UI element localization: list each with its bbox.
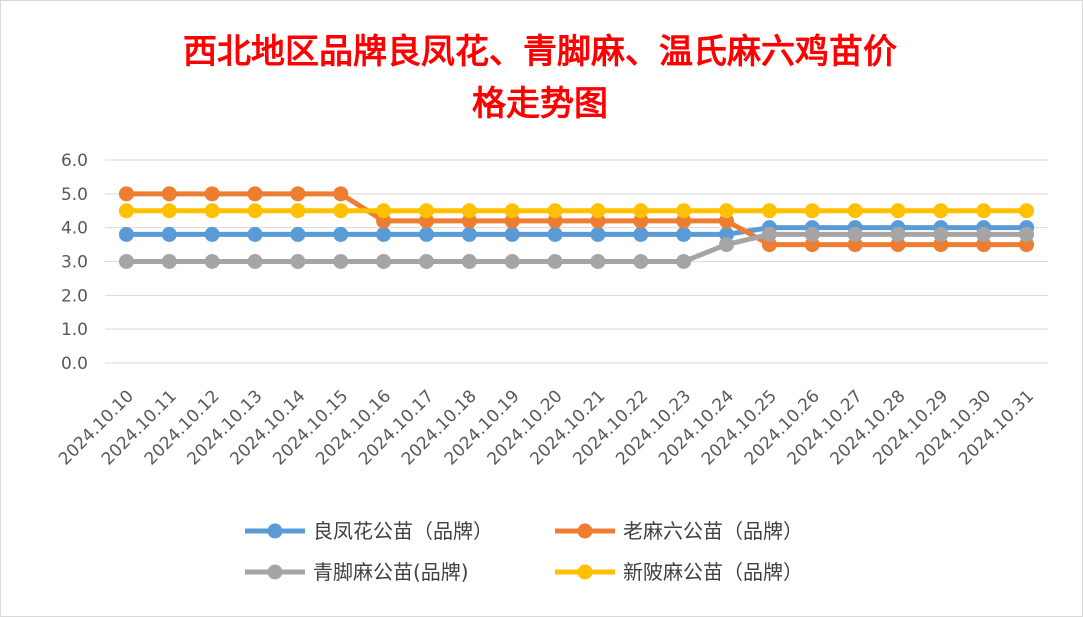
series-3: [118, 226, 1035, 269]
data-point: [290, 186, 306, 202]
data-point: [590, 226, 606, 242]
data-point: [847, 203, 863, 219]
data-point: [933, 226, 949, 242]
legend-swatch-marker: [577, 523, 593, 539]
series-2: [118, 186, 1035, 253]
legend-item: 良凤花公苗（品牌）: [245, 519, 493, 543]
series-lines: [118, 186, 1035, 269]
data-point: [590, 203, 606, 219]
data-point: [547, 203, 563, 219]
data-point: [676, 254, 692, 269]
data-point: [504, 203, 520, 219]
data-point: [633, 254, 649, 269]
data-point: [804, 203, 820, 219]
legend-swatch-marker: [267, 564, 283, 580]
data-point: [976, 203, 992, 219]
data-point: [461, 254, 477, 269]
legend-swatch-marker: [267, 523, 283, 539]
data-point: [333, 254, 349, 269]
data-point: [547, 254, 563, 269]
y-tick-label: 6.0: [61, 151, 88, 171]
data-point: [547, 226, 563, 242]
legend: 良凤花公苗（品牌） 老麻六公苗（品牌） 青脚麻公苗(品牌) 新陂麻公苗（品牌）: [245, 519, 803, 584]
data-point: [161, 226, 177, 242]
data-point: [247, 203, 263, 219]
data-point: [333, 226, 349, 242]
data-point: [247, 254, 263, 269]
data-point: [247, 186, 263, 202]
y-tick-label: 5.0: [61, 185, 88, 205]
data-point: [1019, 203, 1035, 219]
data-point: [418, 254, 434, 269]
data-point: [461, 226, 477, 242]
data-point: [204, 186, 220, 202]
data-point: [676, 226, 692, 242]
data-point: [1019, 226, 1035, 242]
legend-label: 良凤花公苗（品牌）: [313, 519, 493, 543]
data-point: [461, 203, 477, 219]
data-point: [633, 203, 649, 219]
data-point: [418, 226, 434, 242]
data-point: [719, 203, 735, 219]
data-point: [676, 203, 692, 219]
series-line: [123, 231, 1030, 264]
series-line: [123, 191, 1030, 248]
data-point: [118, 203, 134, 219]
legend-item: 青脚麻公苗(品牌): [245, 560, 469, 584]
data-point: [290, 203, 306, 219]
data-point: [118, 226, 134, 242]
legend-label: 青脚麻公苗(品牌): [313, 560, 469, 584]
chart-title: 西北地区品牌良凤花、青脚麻、温氏麻六鸡苗价 格走势图: [100, 26, 980, 130]
data-point: [204, 254, 220, 269]
data-point: [890, 203, 906, 219]
data-point: [161, 203, 177, 219]
data-point: [633, 226, 649, 242]
data-point: [376, 254, 392, 269]
data-point: [719, 237, 735, 253]
data-point: [890, 226, 906, 242]
data-point: [504, 226, 520, 242]
legend-item: 老麻六公苗（品牌）: [555, 519, 803, 543]
data-point: [590, 254, 606, 269]
data-point: [847, 226, 863, 242]
data-point: [333, 203, 349, 219]
data-point: [761, 226, 777, 242]
data-point: [290, 226, 306, 242]
legend-item: 新陂麻公苗（品牌）: [555, 560, 803, 584]
data-point: [418, 203, 434, 219]
y-axis-ticks: 0.0 1.0 2.0 3.0 4.0 5.0 6.0: [61, 151, 88, 374]
series-4: [118, 203, 1035, 219]
data-point: [204, 203, 220, 219]
legend-label: 老麻六公苗（品牌）: [623, 519, 803, 543]
data-point: [976, 226, 992, 242]
data-point: [933, 203, 949, 219]
data-point: [504, 254, 520, 269]
data-point: [204, 226, 220, 242]
data-point: [118, 254, 134, 269]
y-tick-label: 1.0: [61, 320, 88, 340]
chart-title-line-1: 西北地区品牌良凤花、青脚麻、温氏麻六鸡苗价: [183, 32, 897, 72]
data-point: [161, 186, 177, 202]
data-point: [161, 254, 177, 269]
legend-swatch-marker: [577, 564, 593, 580]
y-tick-label: 4.0: [61, 219, 88, 239]
data-point: [376, 203, 392, 219]
data-point: [247, 226, 263, 242]
data-point: [290, 254, 306, 269]
chart-title-line-2: 格走势图: [472, 84, 608, 124]
data-point: [333, 186, 349, 202]
y-tick-label: 2.0: [61, 286, 88, 306]
series-line: [123, 225, 1030, 237]
data-point: [761, 203, 777, 219]
x-axis-ticks: 2024.10.102024.10.112024.10.122024.10.13…: [55, 386, 1038, 469]
data-point: [376, 226, 392, 242]
y-tick-label: 0.0: [61, 354, 88, 374]
y-tick-label: 3.0: [61, 253, 88, 273]
data-point: [804, 226, 820, 242]
legend-label: 新陂麻公苗（品牌）: [623, 560, 803, 584]
data-point: [118, 186, 134, 202]
